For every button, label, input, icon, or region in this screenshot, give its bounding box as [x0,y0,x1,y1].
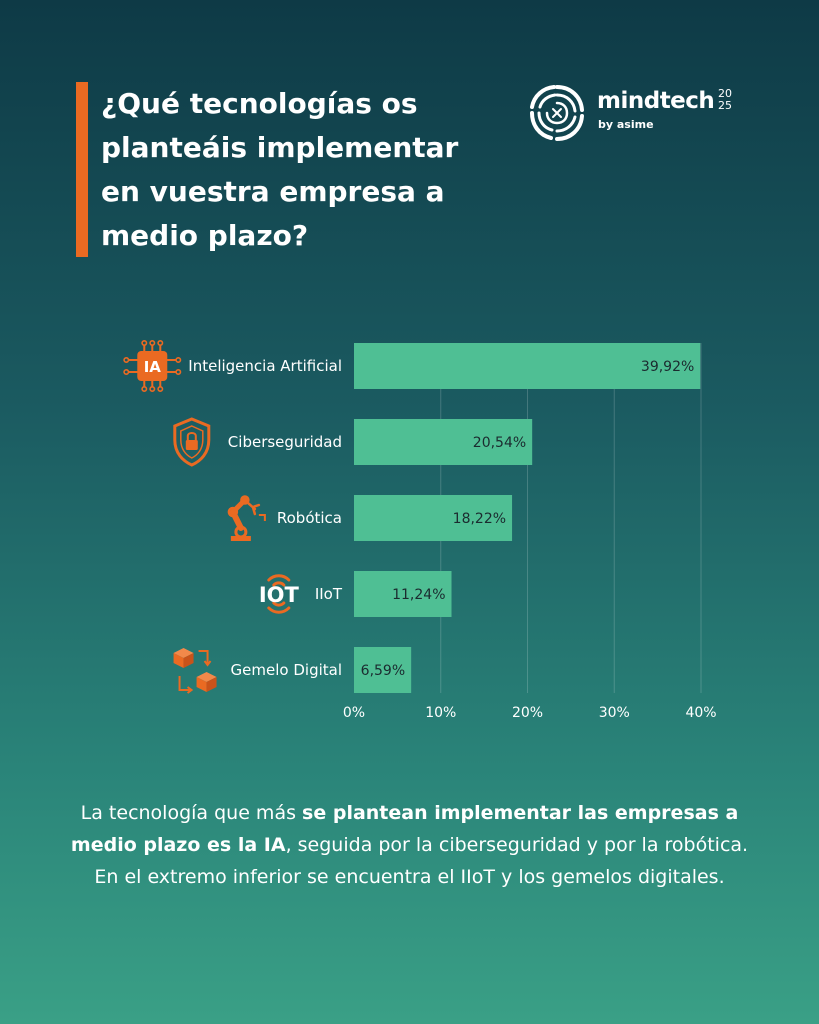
iot-signal-icon: IOT [259,574,300,614]
category-label: Inteligencia Artificial [188,357,342,375]
x-tick-label: 40% [685,705,716,721]
category-label: Gemelo Digital [231,661,342,679]
logo-year-top: 20 [718,87,732,100]
bar-1 [354,419,533,465]
bar-4 [354,647,412,693]
x-tick-label: 30% [599,705,630,721]
bar-chart: 39,92% Inteligencia Artificial IA 20,54% Cib… [123,339,717,721]
iot-icon-label: IOT [259,583,300,607]
ai-chip-icon: IA [123,339,182,392]
bar-value-label: 18,22% [453,511,506,527]
logo-year: 20 25 [718,88,740,112]
logo-wordmark: mindtech [597,88,715,114]
bar-3 [354,571,452,617]
summary-caption: La tecnología que más se plantean implem… [60,797,759,893]
page-title: ¿Qué tecnologías os planteáis implementa… [101,87,459,252]
logo-year-bottom: 25 [718,99,732,112]
bar-value-label: 11,24% [392,587,445,603]
bar-value-label: 20,54% [473,435,526,451]
x-tick-label: 10% [425,705,456,721]
x-tick-label: 0% [343,705,365,721]
category-label: Robótica [277,509,342,527]
bar-value-label: 39,92% [641,359,694,375]
bar-value-label: 6,59% [361,663,405,679]
category-label: IIoT [315,585,343,603]
caption-part-1: La tecnología que más [80,802,303,824]
brand-logo: mindtech 20 25 by asime [526,82,746,144]
robot-arm-icon [227,495,266,541]
digital-twin-cubes-icon [173,648,217,694]
caption-highlight: se plantean implementar las empresas a m… [70,802,739,856]
mindtech-swirl-logo-icon [530,85,584,141]
caption-part-2: , seguida por la ciberseguridad y por la… [94,834,749,888]
title-accent-bar [76,82,88,257]
ai-icon-label: IA [144,358,162,376]
shield-lock-icon [173,417,211,467]
bar-2 [354,495,513,541]
logo-subtitle: by asime [598,118,654,131]
x-tick-label: 20% [512,705,543,721]
category-label: Ciberseguridad [228,433,342,451]
bar-0 [354,343,701,389]
